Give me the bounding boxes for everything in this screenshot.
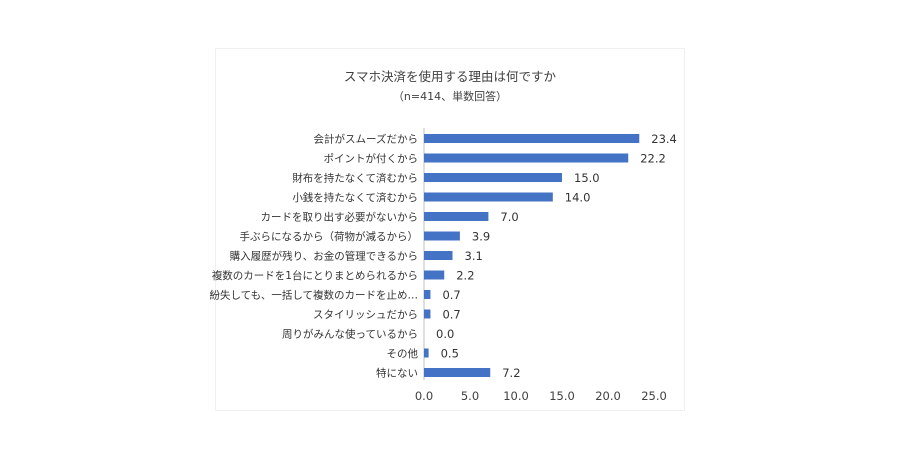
value-label: 2.2 (456, 269, 474, 283)
category-label: カードを取り出す必要がないから (261, 211, 419, 224)
category-label: 周りがみんな使っているから (282, 328, 418, 341)
bar (424, 348, 429, 358)
value-label: 22.2 (640, 152, 666, 166)
bar (424, 251, 453, 260)
bar (424, 231, 460, 241)
value-label: 0.5 (441, 347, 459, 361)
category-label: ポイントが付くから (324, 152, 419, 165)
chart-subtitle: （n=414、単数回答） (392, 90, 508, 103)
value-label: 7.0 (500, 210, 518, 224)
bar (424, 173, 562, 182)
value-label: 0.7 (442, 308, 460, 322)
category-label: 紛失しても、一括して複数のカードを止め… (209, 289, 418, 302)
bar (424, 309, 431, 319)
x-tick-label: 20.0 (595, 389, 621, 403)
value-label: 0.7 (442, 288, 460, 302)
category-label: スタイリッシュだから (313, 309, 418, 321)
category-label: 財布を持たなくて済むから (292, 172, 418, 185)
x-tick-label: 10.0 (503, 389, 529, 403)
category-label: 特にない (376, 368, 418, 380)
category-label: 手ぶらになるから（荷物が減るから） (240, 230, 419, 243)
category-label: 購入履歴が残り、お金の管理できるから (230, 250, 418, 263)
value-label: 15.0 (574, 171, 600, 185)
value-label: 23.4 (651, 132, 677, 146)
category-label: 会計がスムーズだから (314, 133, 418, 146)
x-tick-label: 25.0 (641, 389, 667, 403)
chart-frame (215, 48, 685, 411)
bar (424, 192, 553, 202)
chart-title: スマホ決済を使用する理由は何ですか (343, 69, 557, 84)
value-label: 3.9 (472, 230, 490, 244)
x-tick-label: 5.0 (461, 389, 479, 403)
value-label: 14.0 (565, 191, 591, 205)
bar (424, 270, 445, 280)
x-tick-label: 15.0 (549, 389, 575, 403)
category-label: その他 (387, 347, 419, 360)
bar (424, 212, 489, 221)
category-label: 小銭を持たなくて済むから (292, 191, 418, 204)
value-label: 7.2 (502, 366, 520, 380)
bar (424, 134, 640, 143)
category-label: 複数のカードを1台にとりまとめられるから (212, 269, 418, 282)
value-label: 3.1 (465, 249, 483, 263)
bar (424, 290, 431, 299)
bar (424, 368, 491, 377)
bar (424, 153, 629, 163)
x-tick-label: 0.0 (415, 389, 433, 403)
value-label: 0.0 (436, 327, 454, 341)
